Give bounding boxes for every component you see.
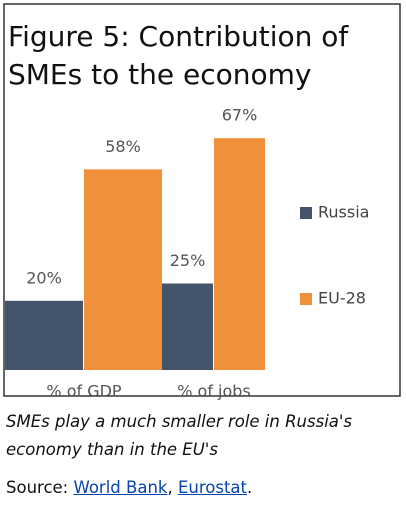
chart-title: SMEs to the economy xyxy=(8,58,311,91)
x-tick-label: % of jobs xyxy=(177,382,251,401)
legend-label: EU-28 xyxy=(318,289,366,308)
value-label: 67% xyxy=(222,106,258,125)
value-label: 58% xyxy=(105,137,141,156)
chart: Figure 5: Contribution of SMEs to the ec… xyxy=(3,3,401,401)
source-prefix: Source: xyxy=(6,478,69,497)
legend-label: Russia xyxy=(318,203,369,222)
bar xyxy=(162,283,213,370)
bar xyxy=(84,169,162,370)
chart-title: Figure 5: Contribution of xyxy=(8,20,349,53)
caption: SMEs play a much smaller role in Russia'… xyxy=(6,412,353,459)
legend-swatch xyxy=(300,293,312,305)
frame xyxy=(3,3,401,397)
x-tick-label: % of GDP xyxy=(46,382,122,401)
value-label: 20% xyxy=(26,268,62,287)
link[interactable]: World Bank xyxy=(73,478,168,497)
bar xyxy=(5,300,83,370)
separator: , xyxy=(167,478,173,497)
value-label: 25% xyxy=(170,251,206,270)
end: . xyxy=(247,478,253,497)
link[interactable]: Eurostat xyxy=(177,478,248,497)
legend-swatch xyxy=(300,207,312,219)
bar xyxy=(214,138,265,370)
source: Source: World Bank, Eurostat. xyxy=(6,478,252,497)
